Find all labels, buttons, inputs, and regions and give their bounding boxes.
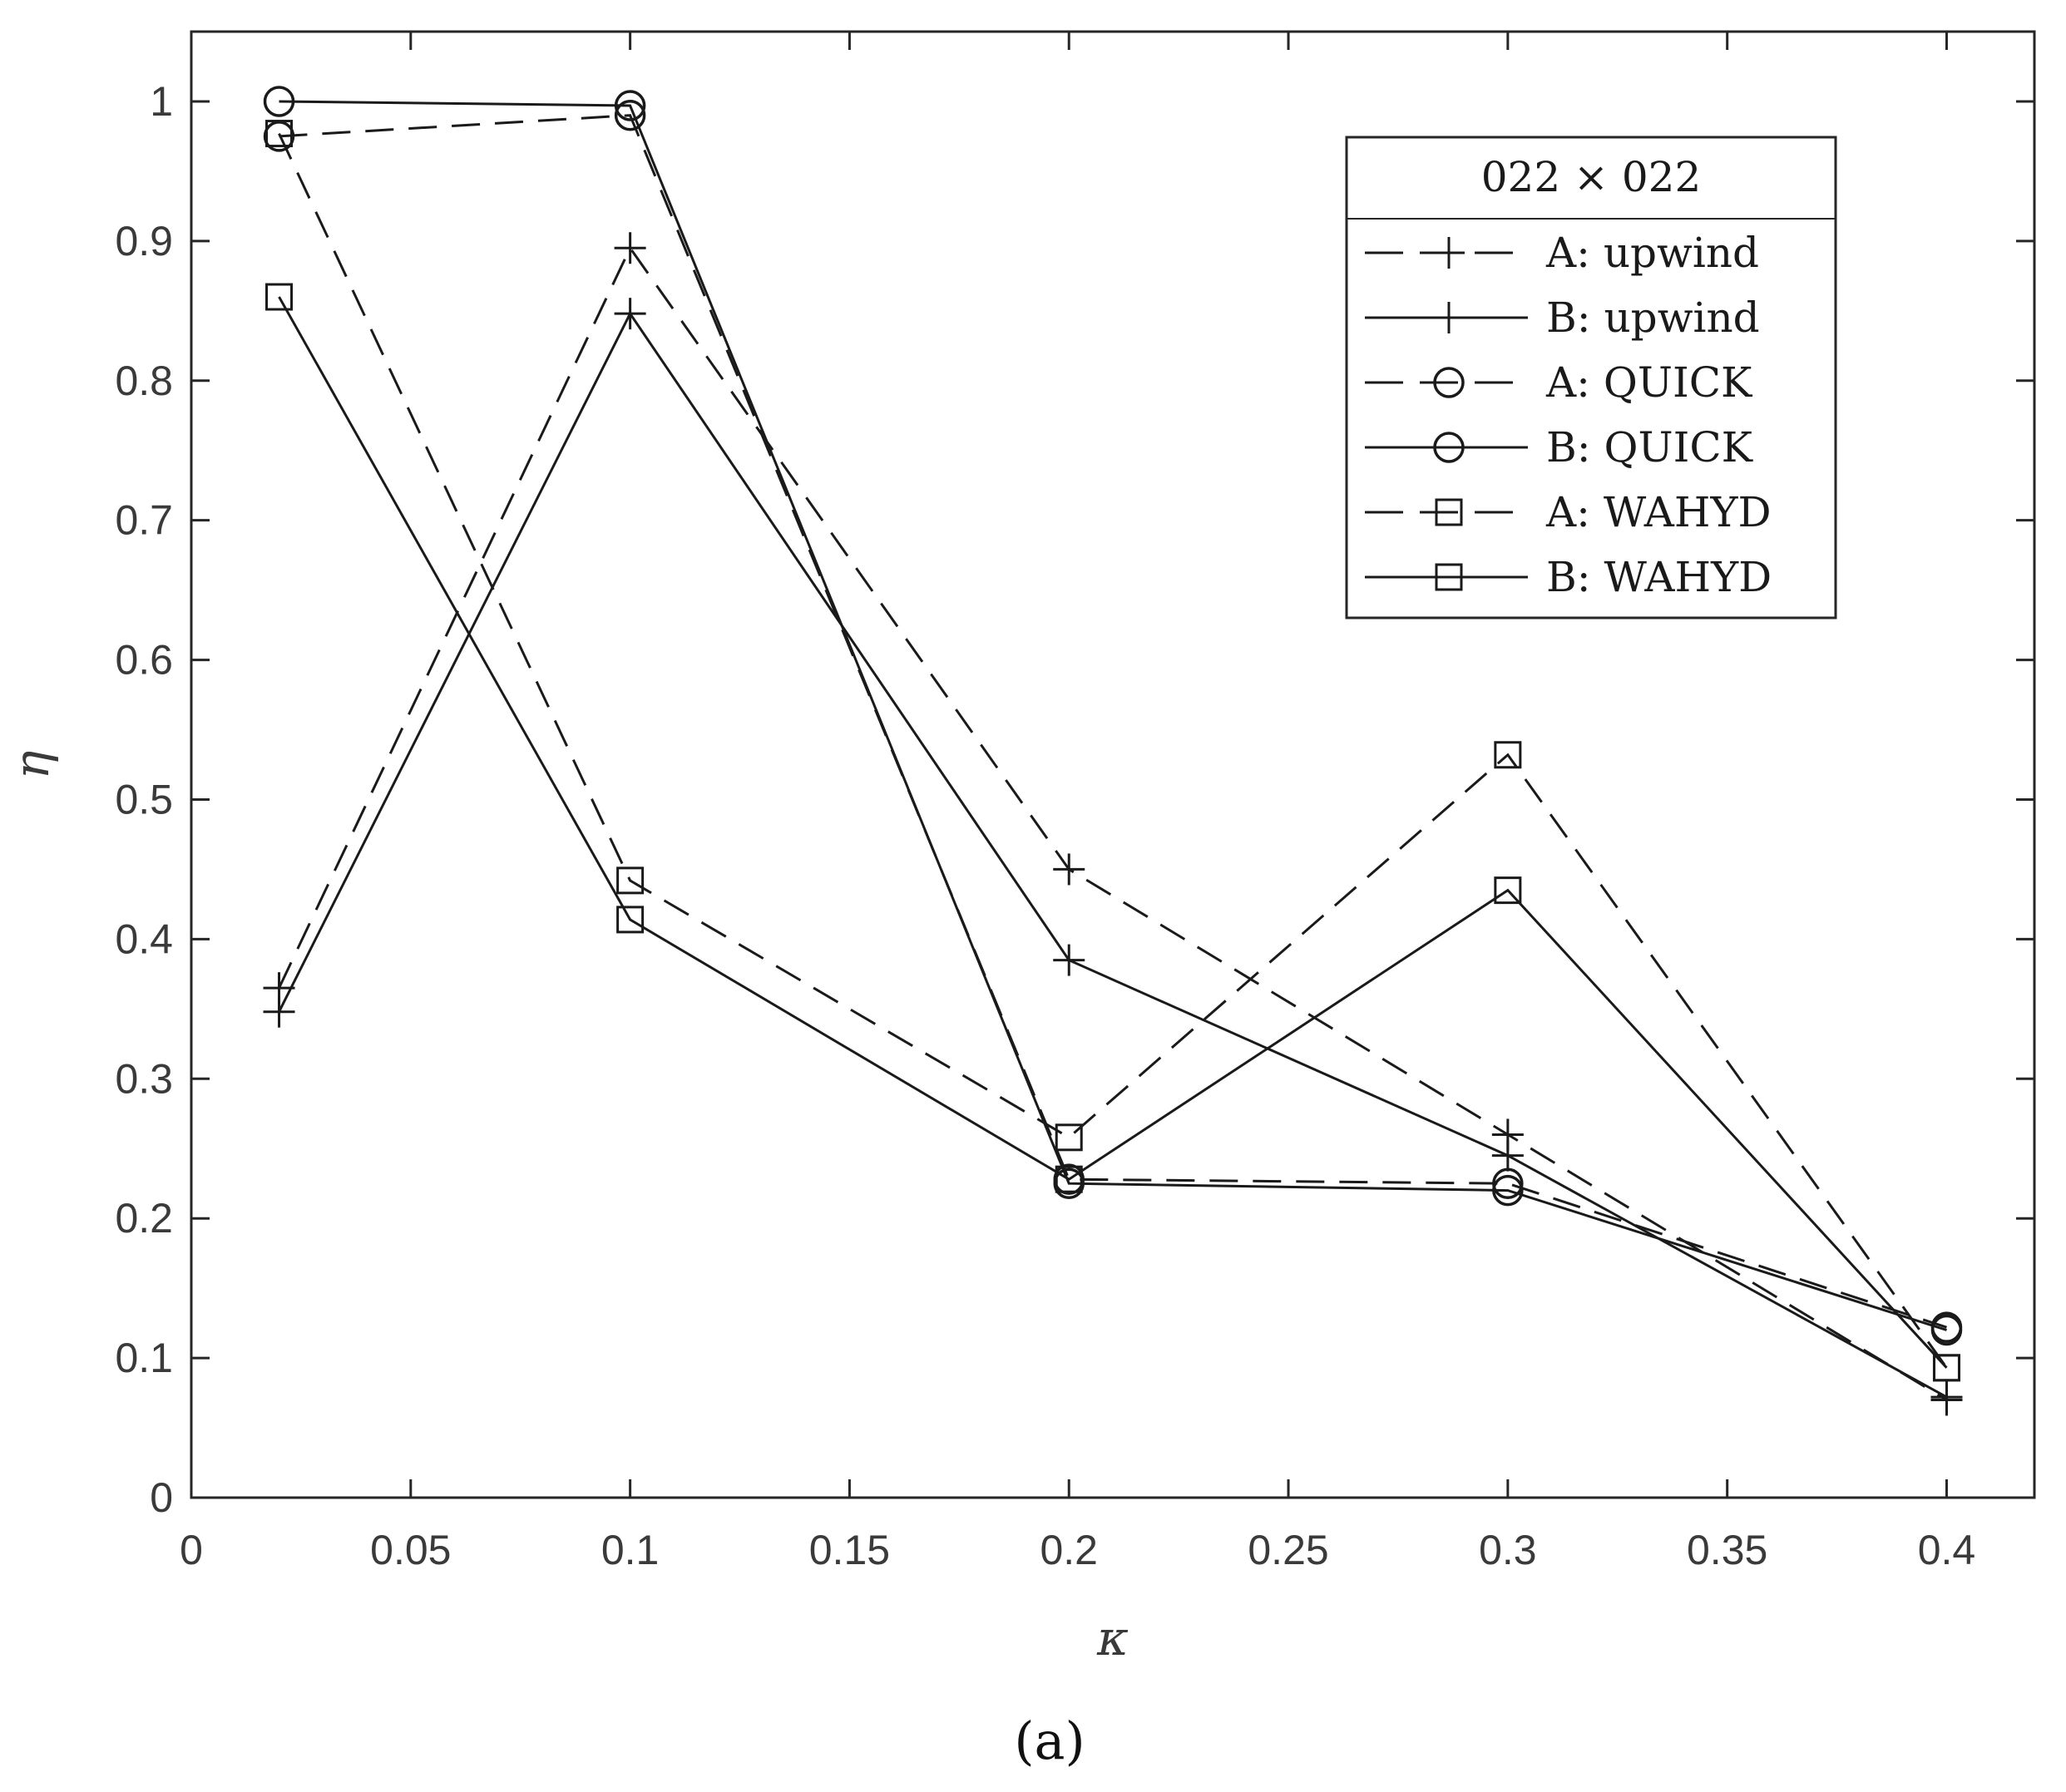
legend-marker [1435, 563, 1463, 591]
data-point-circle [1053, 1168, 1085, 1199]
data-point-square [1494, 876, 1522, 905]
data-point-circle [614, 99, 646, 131]
tick-labels: 0 0.05 0.1 0.15 0.2 0.25 0.3 0.35 0.4 0 0.1 0.2 0.3 0… [115, 78, 1975, 1573]
y-tick-label: 0.5 [115, 776, 173, 822]
data-point-circle [614, 90, 646, 121]
data-point-square [616, 866, 645, 895]
data-point-plus [1491, 1139, 1524, 1172]
legend-entry: B: upwind [1365, 294, 1760, 342]
data-point-plus [614, 232, 646, 264]
data-point-plus [1053, 853, 1085, 886]
legend-label: B: QUICK [1546, 423, 1754, 471]
y-tick-label: 0.6 [115, 637, 173, 684]
data-point-square [1494, 741, 1522, 769]
data-point-square [1055, 1123, 1083, 1152]
data-point-square [265, 120, 294, 148]
data-point-circle [1492, 1174, 1524, 1207]
legend-marker [1433, 432, 1465, 463]
legend-marker [1435, 498, 1463, 526]
y-tick-label: 0.2 [115, 1195, 173, 1242]
y-axis-label: η [3, 750, 60, 779]
x-tick-label: 0.15 [809, 1527, 890, 1573]
series-line [279, 114, 1947, 1329]
x-tick-label: 0.1 [601, 1527, 660, 1573]
data-point-square [1932, 1354, 1960, 1382]
legend-label: A: WAHYD [1545, 488, 1772, 536]
legend-marker [1433, 302, 1465, 333]
data-point-square [265, 283, 294, 311]
legend-entry: A: QUICK [1365, 358, 1753, 407]
y-tick-label: 0.8 [115, 358, 173, 404]
data-point-plus [263, 995, 295, 1028]
series-line [278, 132, 1948, 1369]
legend-label: A: QUICK [1545, 358, 1753, 407]
legend-entry: A: upwind [1365, 229, 1759, 277]
x-tick-label: 0.4 [1918, 1527, 1976, 1573]
x-tick-label: 0.2 [1040, 1527, 1098, 1573]
x-tick-label: 0.3 [1479, 1527, 1537, 1573]
legend-marker [1433, 237, 1465, 269]
x-axis-label: κ [1096, 1610, 1129, 1666]
data-point-circle [1492, 1168, 1524, 1199]
series-layer [263, 86, 1963, 1416]
y-tick-label: 0.9 [115, 218, 173, 264]
plot-frame [190, 30, 2036, 1499]
y-tick-label: 0 [150, 1474, 173, 1521]
series-line [279, 100, 1947, 1331]
data-point-plus [614, 298, 646, 330]
legend-title: 022 × 022 [1481, 153, 1702, 201]
series-5 [265, 120, 1960, 1382]
y-tick-label: 0.3 [115, 1055, 173, 1102]
legend-entry: A: WAHYD [1365, 488, 1772, 536]
y-tick-label: 0.4 [115, 916, 173, 962]
x-tick-label: 0.05 [370, 1527, 451, 1573]
data-point-plus [1930, 1381, 1963, 1414]
legend: 022 × 022 A: upwind B: upwind A: QUICK B: Q… [1345, 136, 1837, 620]
series-line [278, 296, 1948, 1369]
x-tick-label: 0.35 [1687, 1527, 1767, 1573]
y-tick-label: 1 [150, 78, 173, 125]
y-tick-label: 0.1 [115, 1335, 173, 1381]
legend-label: A: upwind [1545, 229, 1759, 277]
series-4 [263, 86, 1963, 1346]
legend-entry: B: QUICK [1365, 423, 1754, 471]
legend-marker [1433, 367, 1465, 398]
legend-label: B: WAHYD [1546, 553, 1772, 601]
series-6 [265, 283, 1960, 1382]
data-point-square [616, 906, 645, 934]
legend-entry: B: WAHYD [1365, 553, 1772, 601]
data-point-circle [263, 86, 295, 117]
legend-entries: A: upwind B: upwind A: QUICK B: QUICK A: WAH… [1365, 229, 1772, 601]
y-tick-label: 0.7 [115, 497, 173, 544]
data-point-plus [1053, 944, 1085, 976]
x-tick-label: 0 [180, 1527, 203, 1573]
data-point-circle [1930, 1314, 1963, 1346]
legend-box [1345, 136, 1837, 620]
legend-label: B: upwind [1546, 294, 1760, 342]
x-tick-label: 0.25 [1248, 1527, 1328, 1573]
data-point-square [1055, 1165, 1083, 1193]
figure-caption: (a) [1014, 1711, 1085, 1771]
